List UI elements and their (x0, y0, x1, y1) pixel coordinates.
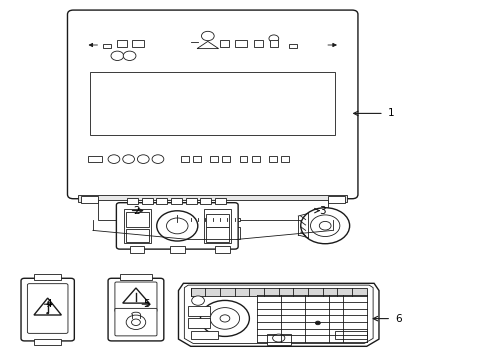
Circle shape (137, 155, 149, 163)
Circle shape (47, 312, 49, 314)
FancyBboxPatch shape (27, 284, 68, 333)
Circle shape (166, 218, 187, 234)
Text: 4: 4 (45, 299, 52, 309)
Bar (334, 331, 366, 339)
Circle shape (200, 300, 249, 336)
Circle shape (122, 155, 134, 163)
Bar (34, 274, 61, 280)
Bar (281, 156, 288, 162)
Bar (127, 198, 138, 204)
Bar (193, 156, 201, 162)
FancyBboxPatch shape (21, 278, 74, 341)
FancyBboxPatch shape (116, 203, 238, 249)
Bar (117, 40, 127, 47)
FancyBboxPatch shape (67, 10, 357, 199)
Bar (132, 40, 144, 47)
Bar (327, 196, 344, 203)
Bar (142, 198, 152, 204)
Bar (203, 209, 230, 243)
Circle shape (300, 208, 349, 244)
Bar (288, 44, 297, 48)
Bar (222, 156, 230, 162)
Bar (188, 318, 210, 328)
Text: 1: 1 (387, 108, 394, 118)
Bar (185, 198, 196, 204)
Bar (200, 198, 211, 204)
Bar (81, 196, 98, 203)
Bar (185, 227, 239, 239)
Bar (251, 156, 259, 162)
PathPatch shape (184, 285, 372, 343)
Circle shape (156, 211, 197, 241)
Bar (254, 40, 263, 47)
Circle shape (310, 215, 339, 237)
Circle shape (201, 31, 214, 41)
Bar (188, 306, 210, 316)
Text: 6: 6 (394, 314, 401, 324)
Bar (181, 156, 188, 162)
Bar (78, 195, 346, 202)
Bar (268, 156, 276, 162)
Bar (269, 40, 277, 47)
Bar (171, 198, 182, 204)
Circle shape (152, 155, 163, 163)
Circle shape (131, 319, 140, 325)
Bar (170, 246, 184, 253)
Bar (156, 198, 167, 204)
Bar (129, 246, 144, 253)
Bar (215, 198, 225, 204)
Bar (125, 212, 148, 227)
Bar (120, 274, 151, 280)
Text: 3: 3 (319, 206, 325, 216)
Circle shape (210, 307, 239, 329)
Circle shape (315, 321, 320, 325)
Circle shape (111, 51, 123, 60)
Text: 5: 5 (143, 299, 150, 309)
Text: 2: 2 (133, 206, 140, 216)
Ellipse shape (272, 334, 284, 342)
Bar (234, 40, 246, 47)
Bar (90, 72, 334, 135)
FancyBboxPatch shape (115, 282, 157, 312)
Bar (239, 156, 247, 162)
Circle shape (108, 155, 120, 163)
Circle shape (126, 315, 145, 329)
Bar (102, 44, 111, 48)
Bar (125, 229, 148, 242)
PathPatch shape (178, 283, 378, 346)
Bar (88, 156, 102, 162)
Bar (98, 200, 327, 220)
Bar (220, 40, 228, 47)
Circle shape (268, 35, 278, 42)
Bar (190, 288, 366, 296)
Bar (190, 331, 217, 339)
Bar (123, 209, 150, 243)
Bar (266, 334, 290, 345)
Circle shape (123, 51, 136, 60)
FancyBboxPatch shape (115, 309, 157, 336)
Circle shape (319, 221, 330, 230)
Bar (205, 227, 228, 242)
Bar (185, 218, 239, 221)
Bar (210, 156, 218, 162)
Circle shape (220, 315, 229, 322)
FancyBboxPatch shape (108, 278, 163, 341)
Bar (215, 246, 229, 253)
Circle shape (191, 296, 204, 305)
Bar (205, 214, 228, 227)
Bar (34, 339, 61, 345)
